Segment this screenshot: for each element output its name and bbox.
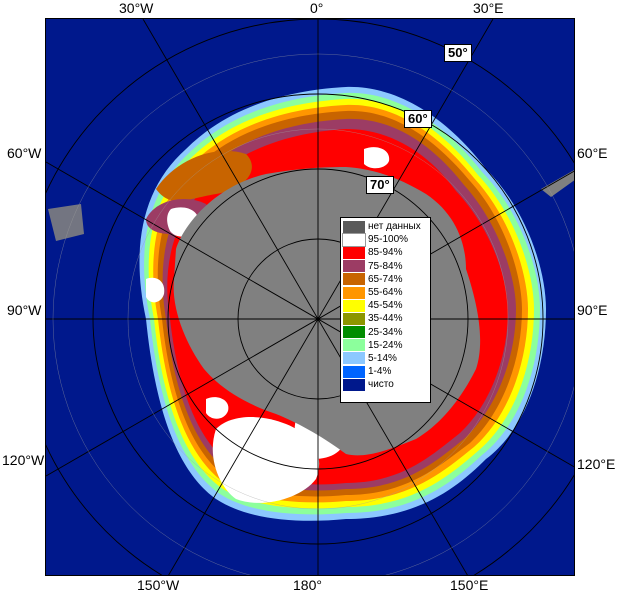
legend-swatch xyxy=(343,273,365,286)
legend-swatch xyxy=(343,260,365,273)
lon-label-150e: 150°E xyxy=(450,577,489,593)
legend-label: 35-44% xyxy=(368,313,403,325)
ice-white-patch-6 xyxy=(206,397,229,419)
legend-label: 5-14% xyxy=(368,352,397,364)
sea-ice-map: 50° 60° 70° xyxy=(45,18,575,576)
lon-label-60w: 60°W xyxy=(7,145,42,161)
legend-row-1-4: 1-4% xyxy=(343,365,428,378)
legend-row-75-84: 75-84% xyxy=(343,260,428,273)
legend-label: чисто xyxy=(368,379,394,391)
legend: нет данных 95-100% 85-94% 75-84% 65-74% … xyxy=(340,217,431,403)
legend-row-95-100: 95-100% xyxy=(342,232,428,247)
legend-row-25-34: 25-34% xyxy=(343,326,428,339)
lon-label-120e: 120°E xyxy=(577,456,616,472)
legend-label: 55-64% xyxy=(368,287,403,299)
legend-label: 75-84% xyxy=(368,260,403,272)
no-data-patch-east xyxy=(541,170,574,197)
lon-label-150w: 150°W xyxy=(137,577,180,593)
legend-row-45-54: 45-54% xyxy=(343,299,428,312)
lon-label-180: 180° xyxy=(293,577,322,593)
legend-label: нет данных xyxy=(368,221,421,233)
ice-white-patch-5 xyxy=(364,147,390,169)
lon-label-60e: 60°E xyxy=(577,145,608,161)
legend-row-65-74: 65-74% xyxy=(343,273,428,286)
legend-row-55-64: 55-64% xyxy=(343,286,428,299)
legend-swatch xyxy=(343,378,365,391)
graticule xyxy=(46,19,574,575)
legend-label: 45-54% xyxy=(368,300,403,312)
legend-swatch xyxy=(342,232,366,247)
legend-swatch xyxy=(343,220,365,233)
legend-label: 65-74% xyxy=(368,273,403,285)
map-canvas xyxy=(46,19,574,575)
legend-swatch xyxy=(343,312,365,325)
ice-white-patch-4 xyxy=(146,277,165,303)
legend-label: 15-24% xyxy=(368,339,403,351)
legend-label: 1-4% xyxy=(368,366,392,378)
legend-swatch xyxy=(343,365,365,378)
lon-label-30w: 30°W xyxy=(119,0,154,16)
lon-label-30e: 30°E xyxy=(473,0,504,16)
legend-swatch xyxy=(343,286,365,299)
legend-label: 95-100% xyxy=(368,234,409,246)
legend-row-85-94: 85-94% xyxy=(343,246,428,259)
lat-label-50: 50° xyxy=(444,44,472,62)
legend-label: 85-94% xyxy=(368,247,403,259)
legend-row-no-data: нет данных xyxy=(343,220,428,233)
legend-swatch xyxy=(343,299,365,312)
legend-swatch xyxy=(343,339,365,352)
legend-swatch xyxy=(343,352,365,365)
lon-label-120w: 120°W xyxy=(2,452,45,468)
legend-label: 25-34% xyxy=(368,326,403,338)
legend-row-35-44: 35-44% xyxy=(343,312,428,325)
meridian-60e-120w xyxy=(46,170,574,477)
lon-label-90w: 90°W xyxy=(7,302,42,318)
lat-label-60: 60° xyxy=(404,110,432,128)
graticule-grey xyxy=(52,53,574,575)
lat-label-70: 70° xyxy=(366,176,394,194)
legend-row-clear: чисто xyxy=(343,378,428,391)
lon-label-90e: 90°E xyxy=(577,302,608,318)
legend-swatch xyxy=(343,326,365,339)
lon-label-0: 0° xyxy=(310,0,324,16)
legend-row-15-24: 15-24% xyxy=(343,339,428,352)
legend-row-5-14: 5-14% xyxy=(343,352,428,365)
legend-swatch xyxy=(343,246,365,259)
